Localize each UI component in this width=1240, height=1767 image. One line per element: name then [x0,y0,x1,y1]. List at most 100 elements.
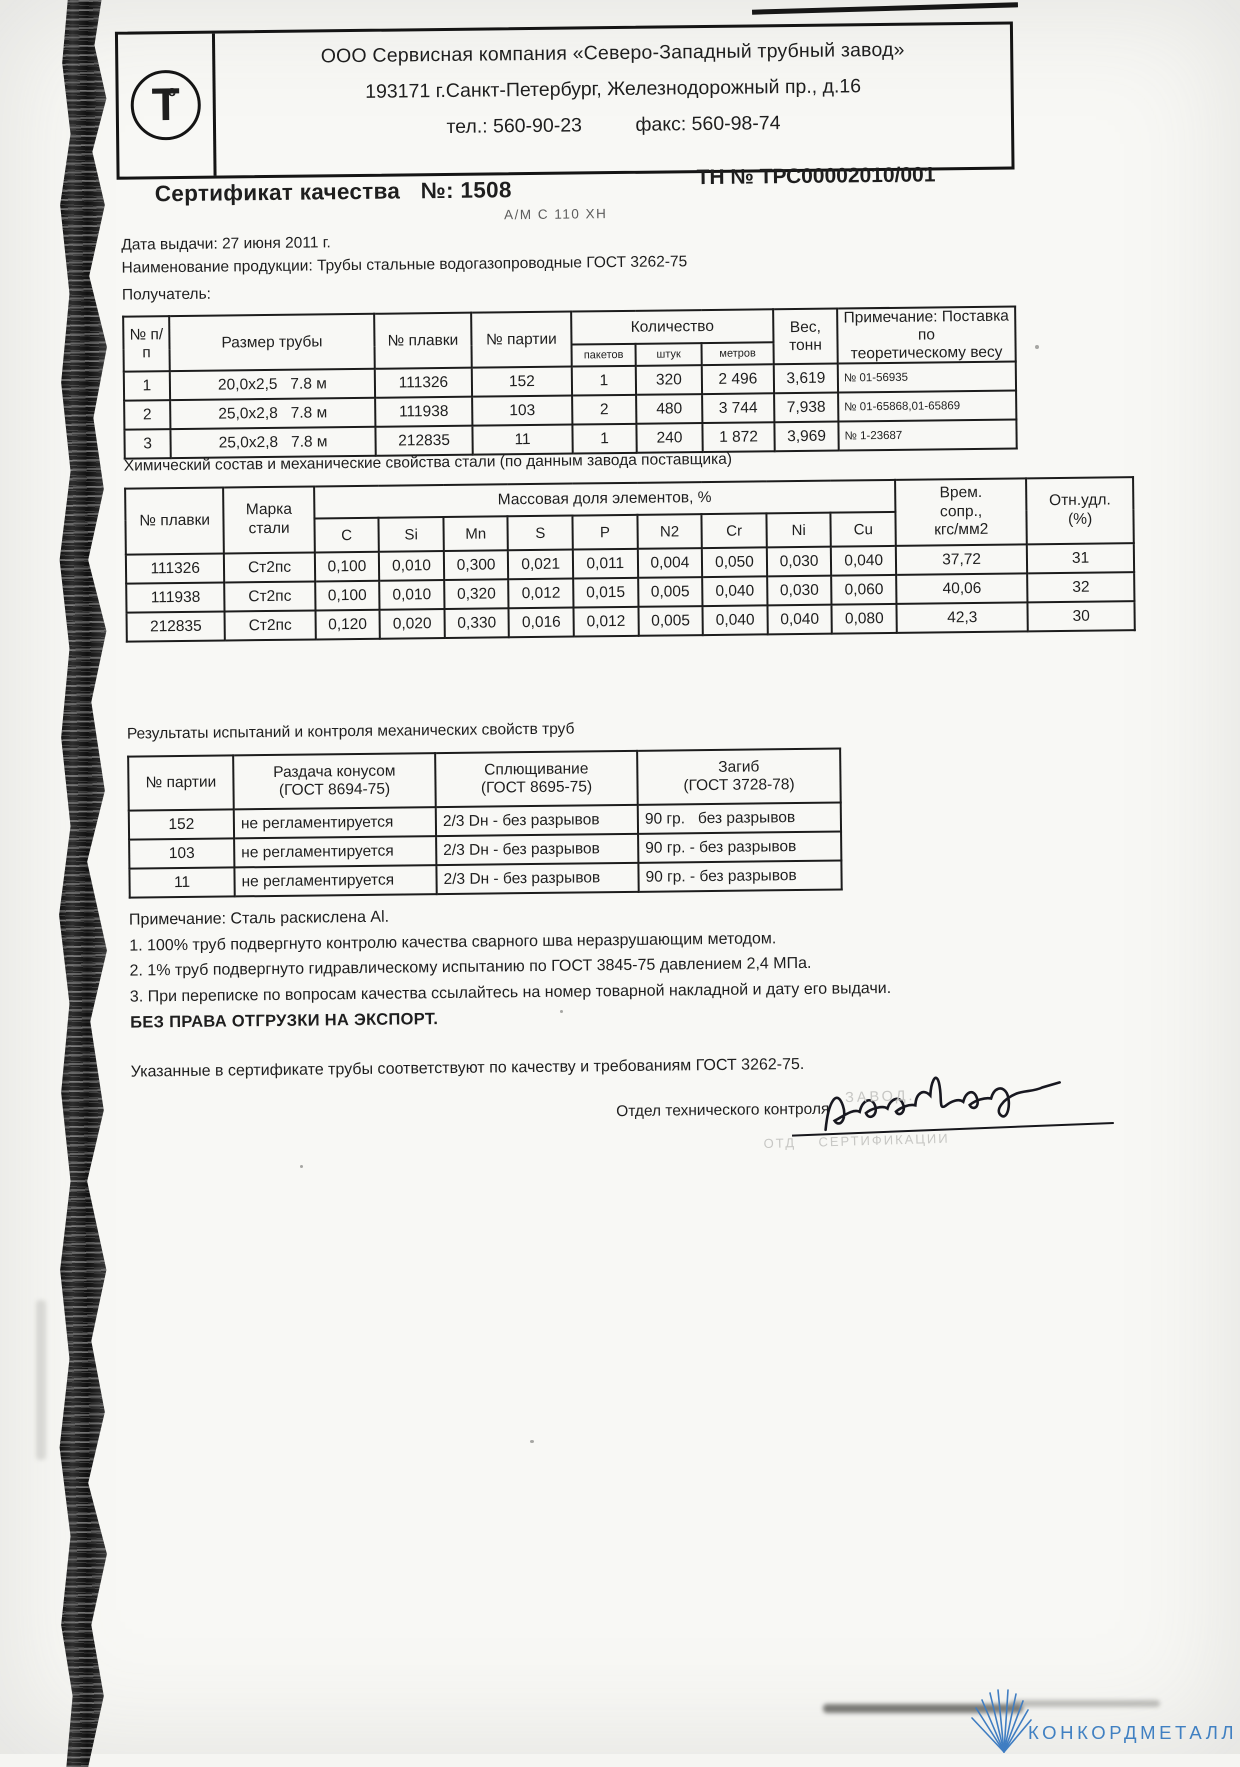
col-pieces: штук [635,343,702,367]
cell: 2 [124,400,171,431]
smudge-artifact [823,1704,1023,1713]
scan-speck [1035,345,1039,349]
col-elongation-line2: (%) [1067,510,1093,528]
cell: № 01-56935 [837,361,1017,393]
cell: 0,300 [443,550,509,581]
col-strength-line1: Врем. [939,484,983,502]
cell: 37,72 [895,544,1028,575]
cell: 2/3 Dн - без разрывов [436,862,639,895]
scan-speck [300,1165,303,1168]
cell: 0,040 [767,604,833,635]
col-element-Cr: Cr [701,513,767,549]
note-item-1: 1. 100% труб подвергнуто контролю качест… [129,929,777,955]
cell: № 01-65868,01-65869 [838,390,1017,422]
cell: 152 [471,366,573,398]
col-num: № п/п [123,316,170,373]
col-note-line1: Примечание: Поставка по [843,307,1009,344]
col-size: Размер трубы [169,313,375,372]
company-phone: тел.: 560-90-23 [446,114,583,138]
cell: 0,010 [379,551,444,581]
col-quantity: Количество [571,309,774,345]
col-flat-line2: (ГОСТ 8695-75) [480,778,593,797]
cell: 2 [572,395,637,425]
notes-block: Примечание: Сталь раскислена Al. 1. 100%… [129,901,1070,1040]
smudge-artifact [36,1300,46,1460]
cell: 240 [636,423,703,454]
scan-speck [560,1010,563,1013]
brand-name: КОНКОРДМЕТАЛЛ [1028,1722,1238,1743]
cell: 0,005 [638,606,704,636]
stamp-fragment-1: ЗАВОД. [844,1088,916,1107]
cell: не регламентируется [234,865,437,897]
col-element-Cu: Cu [830,511,896,547]
cell: 11 [472,424,573,456]
cell: Ст2пс [224,552,315,583]
col-element-S: S [507,515,573,551]
col-grade-line1: Марка [245,501,293,519]
cell: 320 [635,365,703,396]
col-batch: № партии [128,755,234,811]
recipient-label: Получатель: [121,285,212,304]
cell: 11 [129,867,235,898]
cell: 3 744 [702,393,775,424]
letterhead-text: ООО Сервисная компания «Северо-Западный … [215,25,1012,176]
certificate-title-text: Сертификат качества [154,178,401,207]
cell: 2/3 Dн - без разрывов [435,804,639,837]
product-name: Наименование продукции: Трубы стальные в… [121,253,688,277]
cell: не регламентируется [234,836,437,868]
letterhead-box: Т с ООО Сервисная компания «Северо-Запад… [114,21,1015,180]
col-flat-line1: Сплющивание [484,760,589,779]
col-element-C: C [314,517,380,553]
cell: 1 [123,371,171,402]
cell: 2/3 Dн - без разрывов [436,833,639,866]
cell: 20,0x2,5 7.8 м [169,369,376,401]
cell: 0,320 [443,579,509,610]
col-bend: Загиб (ГОСТ 3728-78) [637,748,841,805]
cell: 90 гр. - без разрывов [638,831,842,863]
company-name: ООО Сервисная компания «Северо-Западный … [320,38,905,68]
col-element-N2: N2 [637,514,703,549]
logo-small-letter: с [167,83,177,101]
cell: 0,050 [702,547,767,578]
signature-ink [824,1076,1061,1132]
cell: 0,330 [444,608,510,639]
cell: 0,100 [314,551,380,582]
chemistry-table: № плавки Марка стали Массовая доля элеме… [124,476,1136,642]
cell: 32 [1027,572,1135,603]
cell: 0,012 [508,578,574,609]
col-cone-expansion: Раздача конусом (ГОСТ 8694-75) [233,753,436,810]
col-bend-line1: Загиб [718,758,760,777]
col-strength-line3: кгс/мм2 [934,521,989,539]
company-fax: факс: 560-98-74 [635,112,781,136]
cell: 111326 [374,368,473,399]
col-meters: метров [701,342,774,366]
cell: 1 872 [702,422,775,453]
col-element-Ni: Ni [766,512,832,548]
col-element-Mn: Mn [443,516,509,552]
cell: 103 [129,838,235,869]
col-melt: № плавки [125,487,225,555]
conformity-statement: Указанные в сертификате трубы соответств… [130,1055,805,1081]
issue-date: Дата выдачи: 27 июня 2011 г. [121,234,331,254]
cell: 480 [636,394,703,425]
cell: 40,06 [896,573,1028,604]
col-element-P: P [572,514,638,550]
col-elongation: Отн.удл. (%) [1026,477,1134,545]
scan-speck [530,1440,534,1443]
cell: 0,120 [315,609,381,640]
col-packets: пакетов [571,344,636,367]
code-line: А/М С 110 ХН [503,206,608,223]
smudge-artifact [1010,1700,1160,1707]
cell: 0,040 [702,605,768,636]
cell: 1 [572,424,637,454]
cell: 2 496 [701,364,775,395]
cell: 3,969 [774,421,839,452]
certificate-number: №: 1508 [420,177,512,204]
cell: 0,004 [637,548,703,578]
cell: 111938 [375,397,473,428]
cell: Ст2пс [224,610,316,641]
pipes-table: № п/п Размер трубы № плавки № партии Кол… [122,306,1018,461]
cell: 1 [571,366,637,396]
cell: 0,020 [379,609,445,639]
